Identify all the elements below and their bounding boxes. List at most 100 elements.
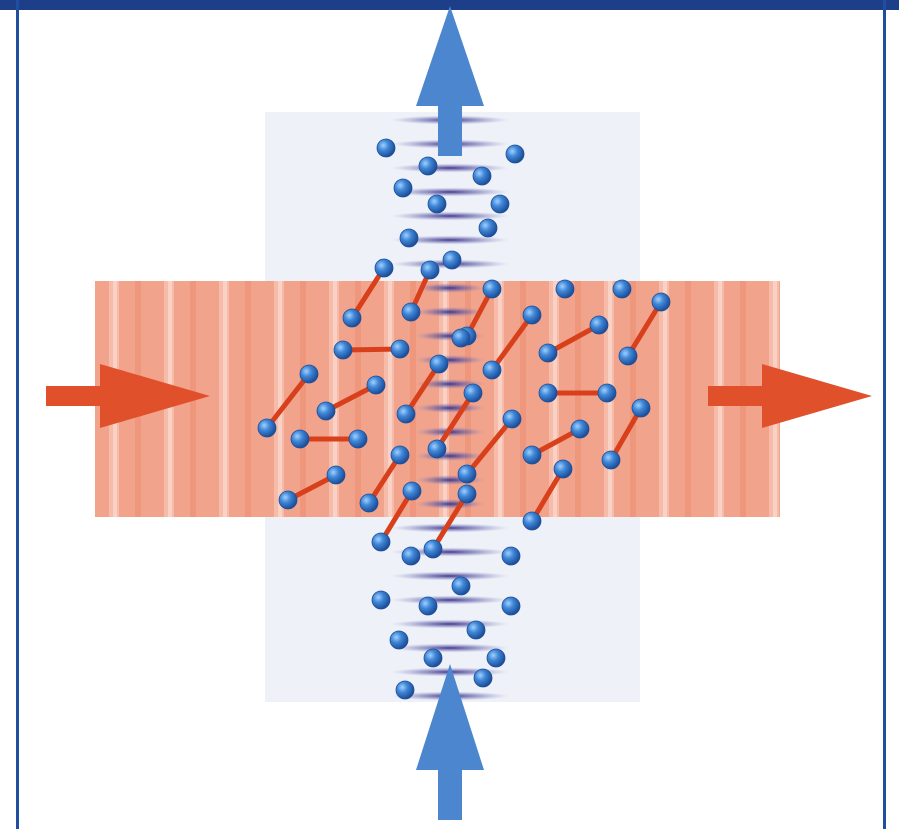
atom-icon [278, 490, 298, 510]
atom-icon [442, 250, 462, 270]
atom-icon [389, 630, 409, 650]
fringe-band [391, 571, 509, 581]
atom-icon [427, 194, 447, 214]
atom-icon [423, 539, 443, 559]
molecule-bond [464, 416, 515, 477]
fringe-band [415, 307, 485, 317]
atom-icon [612, 279, 632, 299]
atom-icon [505, 144, 525, 164]
atom-icon [472, 166, 492, 186]
fringe-band [391, 211, 509, 221]
atom-icon [473, 668, 493, 688]
atom-icon [451, 576, 471, 596]
fringe-band [391, 619, 509, 629]
atom-icon [553, 459, 573, 479]
atom-icon [390, 445, 410, 465]
fringe-band [415, 403, 485, 413]
atom-icon [631, 398, 651, 418]
atom-icon [482, 279, 502, 299]
fringe-band [391, 595, 509, 605]
molecule-bond [366, 452, 403, 506]
atom-icon [316, 401, 336, 421]
atom-icon [429, 354, 449, 374]
atom-icon [402, 481, 422, 501]
atom-icon [395, 680, 415, 700]
molecule-bond [340, 346, 403, 353]
atom-icon [418, 156, 438, 176]
molecule-bond [434, 390, 476, 452]
atom-icon [401, 546, 421, 566]
atom-icon [326, 465, 346, 485]
atom-icon [601, 450, 621, 470]
atom-icon [501, 596, 521, 616]
atom-icon [618, 346, 638, 366]
atom-icon [651, 292, 671, 312]
atom-layer [257, 138, 671, 700]
fringe-band [391, 523, 509, 533]
atom-icon [390, 339, 410, 359]
atom-icon [418, 596, 438, 616]
arrow-up-icon [416, 6, 484, 156]
atom-icon [371, 532, 391, 552]
atom-icon [423, 648, 443, 668]
atom-icon [538, 343, 558, 363]
atom-icon [463, 383, 483, 403]
fringe-band [415, 355, 485, 365]
molecule-bond [545, 322, 602, 356]
atom-icon [482, 360, 502, 380]
atom-icon [393, 178, 413, 198]
fringe-band [391, 235, 509, 245]
fringe-band [391, 547, 509, 557]
atom-icon [396, 404, 416, 424]
fringe-band [391, 163, 509, 173]
atom-icon [501, 546, 521, 566]
molecule-bond [430, 491, 470, 552]
atom-icon [427, 439, 447, 459]
atom-icon [366, 375, 386, 395]
atom-icon [457, 484, 477, 504]
molecule-bond [349, 265, 387, 321]
atom-icon [490, 194, 510, 214]
atom-icon [371, 590, 391, 610]
atom-icon [466, 620, 486, 640]
atom-icon [522, 305, 542, 325]
atom-icon [348, 429, 368, 449]
molecule-bond [378, 488, 415, 545]
atom-icon [401, 302, 421, 322]
arrow-up-icon [416, 664, 484, 820]
atom-icon [376, 138, 396, 158]
atom-icon [342, 308, 362, 328]
fringe-band [415, 451, 485, 461]
atom-icon [420, 260, 440, 280]
molecule-bond [529, 466, 566, 524]
fringe-band [415, 283, 485, 293]
atom-icon [589, 315, 609, 335]
atom-icon [597, 383, 617, 403]
fringe-band [391, 643, 509, 653]
atom-icon [374, 258, 394, 278]
atom-icon [502, 409, 522, 429]
atom-icon [555, 279, 575, 299]
arrow-right-icon [708, 364, 872, 428]
atom-icon [333, 340, 353, 360]
atom-icon [359, 493, 379, 513]
atom-icon [299, 364, 319, 384]
atom-icon [486, 648, 506, 668]
molecule-bond [625, 299, 664, 359]
arrow-right-icon [46, 364, 210, 428]
atom-icon [538, 383, 558, 403]
atom-icon [457, 464, 477, 484]
molecule-bond [608, 405, 644, 463]
molecule-bond [403, 361, 442, 417]
atom-icon [290, 429, 310, 449]
atom-icon [522, 511, 542, 531]
atom-icon [399, 228, 419, 248]
atom-icon [478, 218, 498, 238]
atom-icon [570, 419, 590, 439]
fringe-band [415, 499, 485, 509]
atom-icon [451, 328, 471, 348]
molecule-bond [489, 312, 535, 373]
atom-icon [522, 445, 542, 465]
